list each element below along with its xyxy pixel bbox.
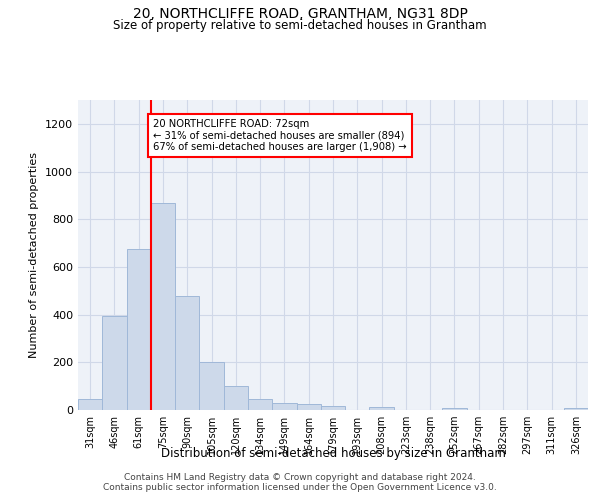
Text: Size of property relative to semi-detached houses in Grantham: Size of property relative to semi-detach…	[113, 19, 487, 32]
Bar	[127, 249, 151, 410]
Bar	[272, 403, 296, 410]
Bar	[102, 316, 127, 410]
Bar	[175, 296, 199, 410]
Bar	[296, 404, 321, 410]
Bar	[321, 406, 345, 410]
Text: 20, NORTHCLIFFE ROAD, GRANTHAM, NG31 8DP: 20, NORTHCLIFFE ROAD, GRANTHAM, NG31 8DP	[133, 8, 467, 22]
Text: 20 NORTHCLIFFE ROAD: 72sqm
← 31% of semi-detached houses are smaller (894)
67% o: 20 NORTHCLIFFE ROAD: 72sqm ← 31% of semi…	[153, 119, 407, 152]
Bar	[248, 399, 272, 410]
Bar	[224, 386, 248, 410]
Y-axis label: Number of semi-detached properties: Number of semi-detached properties	[29, 152, 40, 358]
Text: Contains HM Land Registry data © Crown copyright and database right 2024.: Contains HM Land Registry data © Crown c…	[124, 472, 476, 482]
Text: Distribution of semi-detached houses by size in Grantham: Distribution of semi-detached houses by …	[161, 448, 505, 460]
Bar	[151, 202, 175, 410]
Bar	[442, 408, 467, 410]
Bar	[199, 362, 224, 410]
Bar	[78, 399, 102, 410]
Bar	[564, 408, 588, 410]
Bar	[370, 407, 394, 410]
Text: Contains public sector information licensed under the Open Government Licence v3: Contains public sector information licen…	[103, 482, 497, 492]
